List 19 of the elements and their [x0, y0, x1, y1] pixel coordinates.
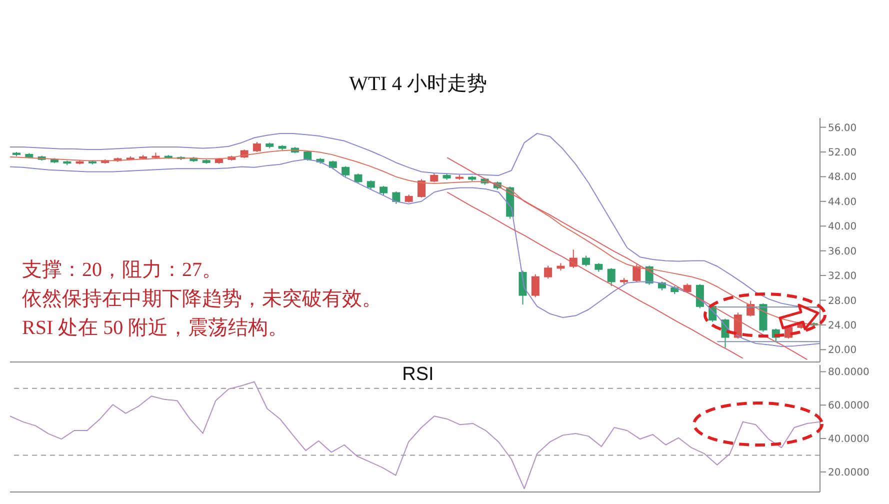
y-tick-label: 80.0000 [828, 367, 870, 378]
y-tick-label: 32.00 [828, 271, 857, 282]
y-tick-label: 44.00 [828, 196, 857, 208]
y-tick-label: 40.0000 [828, 434, 870, 446]
chart-title: WTI 4 小时走势 [348, 72, 488, 97]
y-tick-label: 24.00 [828, 320, 857, 332]
annotation: 依然保持在中期下降趋势，未突破有效。 [22, 287, 382, 311]
y-tick-label: 36.00 [828, 246, 857, 258]
chart-title: RSI [402, 364, 434, 385]
annotation: RSI 处在 50 附近，震荡结构。 [22, 316, 288, 340]
y-tick-label: 48.00 [828, 172, 857, 184]
y-tick-label: 40.00 [828, 222, 857, 233]
y-tick-label: 56.00 [828, 122, 857, 134]
y-tick-label: 28.00 [828, 296, 857, 307]
y-tick-label: 60.0000 [828, 400, 870, 412]
annotation: 支撑：20，阻力：27。 [22, 258, 222, 282]
y-tick-label: 20.0000 [828, 467, 870, 478]
y-tick-label: 52.00 [828, 148, 857, 159]
y-tick-label: 20.00 [828, 345, 857, 356]
